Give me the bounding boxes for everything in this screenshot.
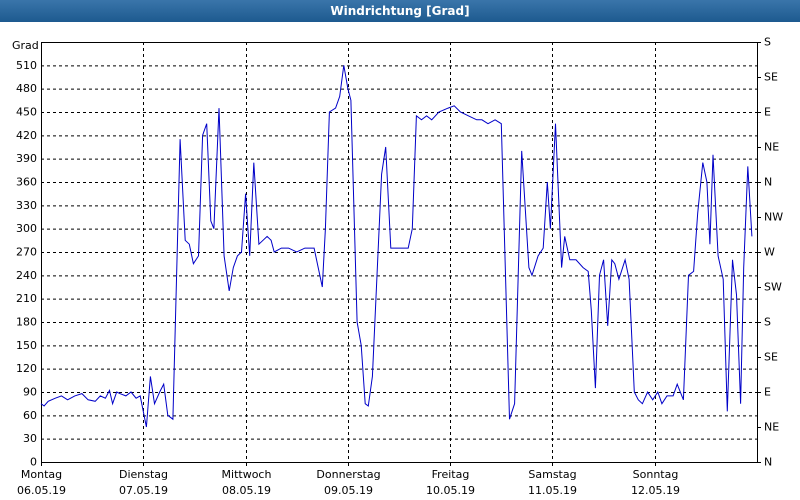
y-tick-label: 480 bbox=[16, 82, 37, 95]
y2-tick-label: NE bbox=[764, 421, 779, 434]
y-tick-label: 150 bbox=[16, 339, 37, 352]
y-tick-label: 0 bbox=[30, 456, 37, 469]
x-tick-label: Samstag bbox=[528, 468, 576, 481]
plot-border bbox=[41, 42, 758, 463]
y2-tick-label: E bbox=[764, 106, 771, 119]
y-tick-label: 210 bbox=[16, 292, 37, 305]
y2-tick-label: W bbox=[764, 246, 775, 259]
y-tick-label: 390 bbox=[16, 152, 37, 165]
y2-tick-label: S bbox=[764, 36, 771, 49]
chart: Grad 0 30 60 90 120 150 180 210 240 270 300 330 360 3… bbox=[12, 36, 783, 498]
y-tick-label: 420 bbox=[16, 129, 37, 142]
y-tick-label: 300 bbox=[16, 222, 37, 235]
y-tick-label: 330 bbox=[16, 199, 37, 212]
x-tick-date: 07.05.19 bbox=[119, 484, 168, 497]
x-tick-label: Freitag bbox=[432, 468, 470, 481]
y-tick-label: 270 bbox=[16, 246, 37, 259]
y-axis-label: Grad bbox=[12, 39, 39, 52]
y-tick-label: 180 bbox=[16, 316, 37, 329]
data-line bbox=[40, 65, 753, 428]
y2-tick-label: SE bbox=[764, 351, 778, 364]
y2-tick-label: SW bbox=[764, 281, 782, 294]
x-tick-label: Dienstag bbox=[119, 468, 168, 481]
y-tick-label: 360 bbox=[16, 176, 37, 189]
x-tick-date: 06.05.19 bbox=[17, 484, 66, 497]
y-tick-label: 240 bbox=[16, 269, 37, 282]
y2-tick-label: N bbox=[764, 176, 772, 189]
x-tick-date: 10.05.19 bbox=[426, 484, 475, 497]
y2-tick-label: E bbox=[764, 386, 771, 399]
y-tick-label: 60 bbox=[23, 409, 37, 422]
x-tick-date: 11.05.19 bbox=[528, 484, 577, 497]
y-tick-label: 450 bbox=[16, 106, 37, 119]
x-tick-label: Sonntag bbox=[633, 468, 679, 481]
x-tick-date: 09.05.19 bbox=[324, 484, 373, 497]
y-tick-label: 510 bbox=[16, 59, 37, 72]
x-tick-date: 12.05.19 bbox=[631, 484, 680, 497]
x-tick-date: 08.05.19 bbox=[222, 484, 271, 497]
y-tick-label: 120 bbox=[16, 362, 37, 375]
y2-tick-label: NW bbox=[764, 211, 783, 224]
y2-tick-label: N bbox=[764, 456, 772, 469]
y-tick-label: 30 bbox=[23, 432, 37, 445]
y2-tick-label: S bbox=[764, 316, 771, 329]
y2-tick-label: SE bbox=[764, 71, 778, 84]
x-tick-label: Donnerstag bbox=[316, 468, 380, 481]
x-tick-label: Mittwoch bbox=[222, 468, 272, 481]
y2-tick-label: NE bbox=[764, 141, 779, 154]
y-tick-label: 90 bbox=[23, 386, 37, 399]
title-bar: Windrichtung [Grad] bbox=[0, 0, 800, 22]
x-tick-label: Montag bbox=[21, 468, 62, 481]
